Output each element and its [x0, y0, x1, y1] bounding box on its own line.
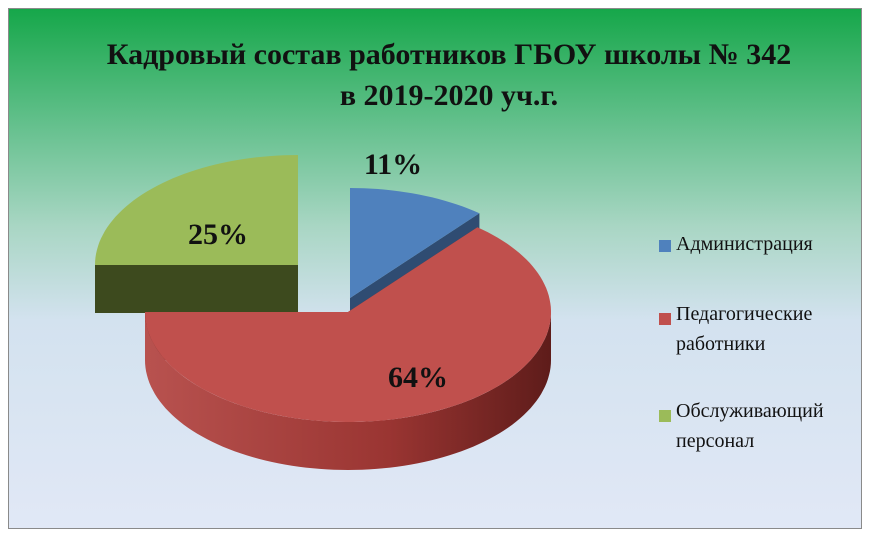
- slice-top: [145, 227, 551, 422]
- slice-wall: [95, 265, 298, 313]
- slice-top: [95, 155, 298, 265]
- legend-swatch: [659, 313, 671, 325]
- legend-label: Администрация: [676, 233, 813, 255]
- legend-label: Педагогические работники: [676, 303, 813, 355]
- chart-title: Кадровый состав работников ГБОУ школы № …: [106, 38, 792, 112]
- slice-rim: [145, 312, 551, 470]
- pie-slice: [95, 155, 298, 313]
- pie-slice: [145, 227, 551, 470]
- value-label: 25%: [188, 218, 248, 251]
- value-label: 11%: [364, 148, 422, 181]
- legend-label: Обслуживающий персонал: [676, 400, 824, 452]
- value-label: 64%: [388, 361, 448, 394]
- legend-swatch: [659, 240, 671, 252]
- slice-top: [350, 188, 480, 298]
- legend-swatch: [659, 410, 671, 422]
